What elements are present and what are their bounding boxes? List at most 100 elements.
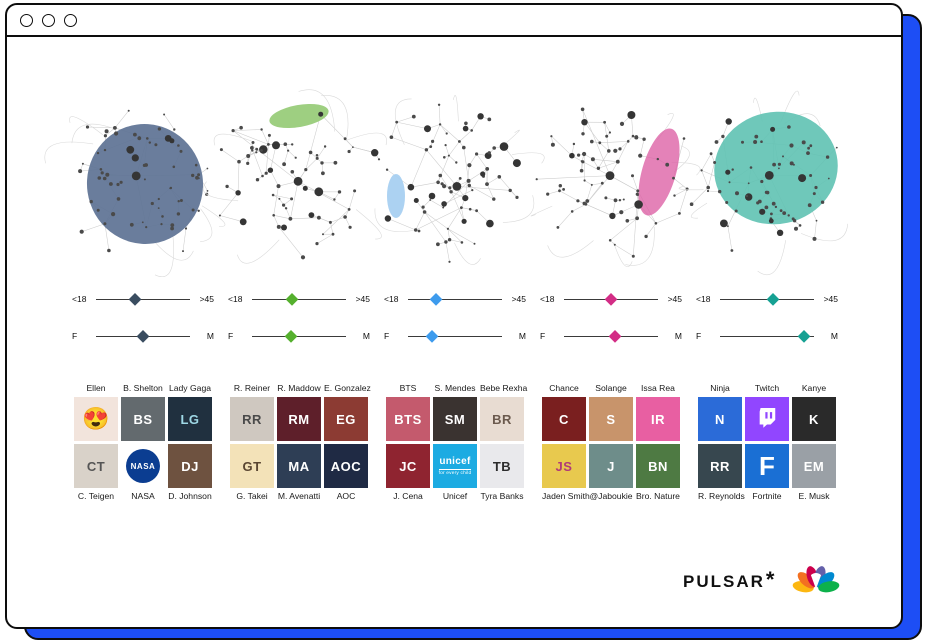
profile-name: @Jaboukie bbox=[589, 491, 633, 501]
gender-max-label: M bbox=[674, 331, 682, 341]
age-slider[interactable]: <18 >45 bbox=[533, 292, 689, 306]
minimize-button[interactable] bbox=[42, 13, 55, 27]
profile-avatar[interactable]: BN bbox=[636, 444, 680, 488]
age-slider-handle[interactable] bbox=[604, 292, 618, 306]
avatar-initials: GT bbox=[242, 458, 262, 474]
profile-name: E. Gonzalez bbox=[324, 383, 371, 393]
profile-name: Jaden Smith bbox=[542, 491, 590, 501]
profile-avatar[interactable]: LG bbox=[168, 397, 212, 441]
segment-highlight-blob bbox=[387, 174, 405, 218]
profile-avatar[interactable]: BR bbox=[480, 397, 524, 441]
profile-avatar[interactable]: RR bbox=[230, 397, 274, 441]
avatar-initials: J bbox=[607, 458, 615, 474]
gender-slider-handle[interactable] bbox=[136, 329, 150, 343]
age-slider-handle[interactable] bbox=[430, 292, 443, 306]
age-slider-track[interactable] bbox=[96, 292, 190, 306]
gender-slider-handle[interactable] bbox=[426, 329, 439, 343]
profile-name: Solange bbox=[595, 383, 627, 393]
gender-slider-track[interactable] bbox=[720, 329, 814, 343]
profile-avatar[interactable]: GT bbox=[230, 444, 274, 488]
segment-highlight-blob bbox=[714, 111, 838, 225]
bottom-name-row: G. Takei M. Avenatti AOC bbox=[230, 491, 368, 503]
unicef-logo: unicef for every child bbox=[438, 456, 472, 476]
profile-avatar[interactable]: F bbox=[745, 444, 789, 488]
profile-avatar[interactable]: MA bbox=[277, 444, 321, 488]
age-slider-handle[interactable] bbox=[128, 292, 141, 306]
avatar-tiles: C S IR JS J BN bbox=[542, 397, 680, 488]
avatar-initials: C bbox=[559, 411, 569, 427]
network-graph[interactable] bbox=[374, 67, 545, 287]
profile-avatar[interactable]: RM bbox=[277, 397, 321, 441]
segment-highlight-blob bbox=[269, 103, 329, 129]
profile-name: C. Teigen bbox=[77, 491, 115, 501]
close-button[interactable] bbox=[20, 13, 33, 27]
profile-avatar[interactable]: J bbox=[589, 444, 633, 488]
network-graph[interactable] bbox=[202, 67, 387, 287]
age-slider-handle[interactable] bbox=[766, 292, 779, 306]
profile-avatar[interactable]: SM bbox=[433, 397, 477, 441]
gender-slider-handle[interactable] bbox=[797, 329, 810, 343]
top-name-row: R. Reiner R. Maddow E. Gonzalez bbox=[230, 383, 371, 395]
profile-avatar[interactable]: RR bbox=[698, 444, 742, 488]
avatar-initials: SM bbox=[444, 411, 466, 427]
profile-avatar[interactable]: AOC bbox=[324, 444, 368, 488]
network-graph[interactable] bbox=[530, 67, 701, 287]
network-graph[interactable] bbox=[678, 67, 848, 287]
nasa-logo: NASA bbox=[126, 449, 160, 483]
age-slider-handle[interactable] bbox=[286, 292, 299, 306]
gender-slider-handle[interactable] bbox=[608, 329, 621, 343]
bottom-name-row: R. Reynolds Fortnite E. Musk bbox=[698, 491, 836, 503]
profile-avatar[interactable]: IR bbox=[636, 397, 680, 441]
slider-track-line bbox=[408, 299, 502, 300]
age-slider-track[interactable] bbox=[564, 292, 658, 306]
avatar-initials: JC bbox=[399, 458, 417, 474]
profile-avatar[interactable]: DJ bbox=[168, 444, 212, 488]
age-slider[interactable]: <18 >45 bbox=[221, 292, 377, 306]
profile-avatar[interactable]: unicef for every child bbox=[433, 444, 477, 488]
maximize-button[interactable] bbox=[64, 13, 77, 27]
profile-avatar[interactable]: CT bbox=[74, 444, 118, 488]
profile-name: B. Shelton bbox=[123, 383, 163, 393]
avatar-initials: S bbox=[606, 411, 616, 427]
profile-avatar[interactable]: EG bbox=[324, 397, 368, 441]
avatar-initials: AOC bbox=[330, 458, 362, 474]
age-slider-track[interactable] bbox=[252, 292, 346, 306]
profile-avatar[interactable]: K bbox=[792, 397, 836, 441]
gender-slider-track[interactable] bbox=[408, 329, 502, 343]
profile-avatar[interactable]: BTS bbox=[386, 397, 430, 441]
profile-avatar[interactable]: N bbox=[698, 397, 742, 441]
gender-min-label: F bbox=[696, 331, 702, 341]
profile-avatar[interactable]: JS bbox=[542, 444, 586, 488]
top-name-row: BTS S. Mendes Bebe Rexha bbox=[386, 383, 528, 395]
profile-avatar[interactable]: TB bbox=[480, 444, 524, 488]
age-slider[interactable]: <18 >45 bbox=[689, 292, 845, 306]
gender-slider-track[interactable] bbox=[564, 329, 658, 343]
profile-name: E. Musk bbox=[798, 491, 830, 501]
age-slider[interactable]: <18 >45 bbox=[377, 292, 533, 306]
gender-slider-track[interactable] bbox=[252, 329, 346, 343]
age-slider-track[interactable] bbox=[408, 292, 502, 306]
profile-avatar[interactable]: C bbox=[542, 397, 586, 441]
gender-slider-track[interactable] bbox=[96, 329, 190, 343]
age-slider-track[interactable] bbox=[720, 292, 814, 306]
profile-avatar[interactable]: JC bbox=[386, 444, 430, 488]
slider-track-line bbox=[252, 336, 346, 337]
profile-avatar[interactable]: EM bbox=[792, 444, 836, 488]
network-graph[interactable] bbox=[44, 67, 226, 287]
profile-avatar[interactable]: BS bbox=[121, 397, 165, 441]
gender-slider-handle[interactable] bbox=[284, 329, 297, 343]
profile-avatar[interactable] bbox=[745, 397, 789, 441]
profile-avatar[interactable]: S bbox=[589, 397, 633, 441]
avatar-initials: BS bbox=[133, 411, 153, 427]
twitch-glitch-icon bbox=[759, 408, 776, 428]
profile-avatar[interactable]: NASA bbox=[121, 444, 165, 488]
age-slider[interactable]: <18 >45 bbox=[65, 292, 221, 306]
avatar-tiles: 😍 BS LG CT NASA DJ bbox=[74, 397, 212, 488]
profile-name: D. Johnson bbox=[168, 491, 212, 501]
profile-avatar[interactable]: 😍 bbox=[74, 397, 118, 441]
